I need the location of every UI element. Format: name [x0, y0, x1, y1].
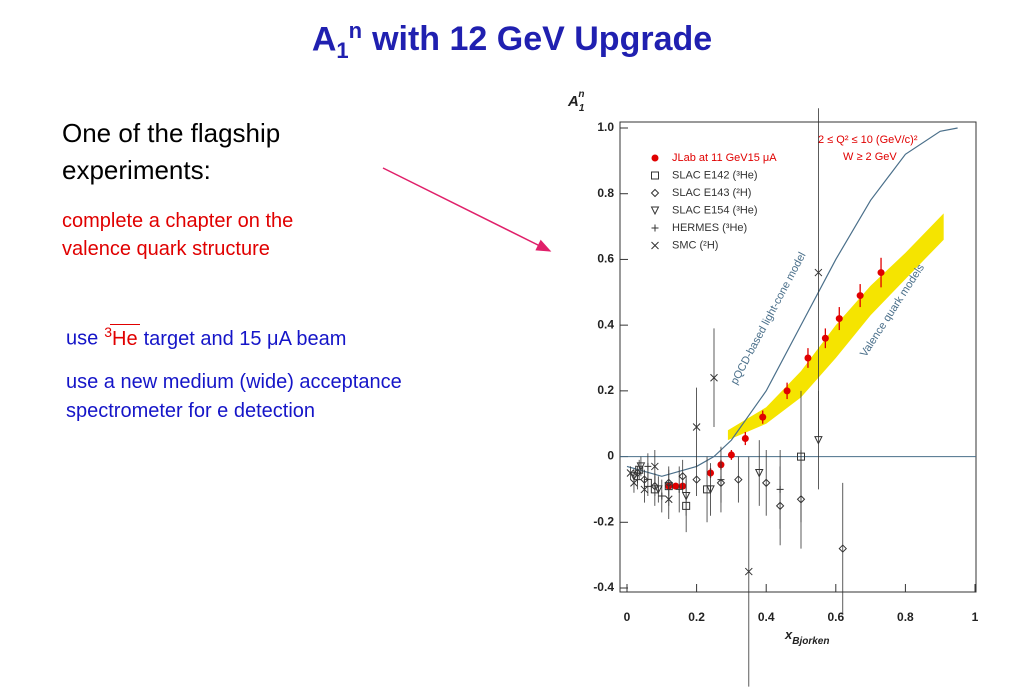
intro-line: experiments: [62, 155, 211, 185]
curve-label: pQCD-based light-cone model [729, 250, 809, 386]
data-point [877, 269, 885, 277]
data-point [682, 501, 691, 510]
data-point [706, 485, 715, 495]
data-point [814, 268, 823, 277]
x-label-base: x [784, 627, 793, 642]
slide-title: A1n with 12 GeV Upgrade [0, 18, 1024, 64]
data-point [776, 485, 784, 493]
data-point [835, 315, 843, 323]
data-point [664, 482, 673, 491]
legend-label: HERMES (³He) [672, 222, 747, 234]
data-point [727, 451, 735, 459]
y-tick-label: -0.2 [593, 514, 614, 528]
data-point [759, 413, 767, 421]
x-axis-label: xBjorken [784, 627, 829, 646]
setup-mass: 3 [104, 324, 113, 340]
y-label-sub: 1 [579, 103, 585, 114]
setup-pre: use [66, 327, 99, 350]
title-base: A [311, 20, 337, 59]
x-tick-label: 1 [972, 610, 979, 624]
legend-marker [651, 171, 659, 180]
legend-marker [651, 154, 659, 162]
data-point [734, 475, 743, 484]
plot-frame [619, 121, 977, 593]
legend-marker [650, 206, 660, 216]
detector-line: spectrometer for e detection [66, 400, 316, 422]
legend-label: JLab at 11 GeV15 μA [672, 152, 777, 164]
y-label-sup: n [578, 89, 584, 100]
y-axis-label: A1 n [567, 89, 585, 114]
data-point [754, 469, 764, 478]
data-point [640, 485, 649, 494]
data-point [675, 485, 683, 493]
data-point [744, 567, 753, 576]
legend-marker [650, 188, 660, 198]
goal-line: complete a chapter on the [62, 210, 294, 232]
setup-target: He [112, 327, 138, 350]
data-point [783, 387, 791, 395]
data-point [664, 495, 673, 504]
data-point [629, 472, 639, 481]
x-label-sub: Bjorken [792, 636, 829, 647]
data-point [797, 452, 805, 461]
data-point [741, 435, 749, 442]
intro-line: One of the flagship [62, 118, 281, 148]
data-point [761, 478, 771, 488]
data-point [710, 373, 718, 382]
setup-line: use 3He target and 15 μA beam [66, 324, 346, 351]
y-label-base: A [567, 93, 579, 110]
annotation: W ≥ 2 GeV [843, 151, 897, 163]
data-point [672, 482, 680, 490]
y-tick-label: 1.0 [597, 120, 614, 134]
legend-marker [651, 224, 659, 232]
annotation: 2 ≤ Q² ≤ 10 (GeV/c)² [818, 134, 918, 146]
y-tick-label: 0.2 [597, 383, 614, 397]
data-point [717, 476, 725, 484]
goal-line: valence quark structure [62, 238, 270, 260]
data-point [658, 492, 666, 500]
data-point [692, 475, 701, 484]
pointer-arrow [382, 167, 552, 252]
legend-label: SLAC E154 (³He) [672, 204, 758, 216]
y-tick-label: 0.8 [597, 186, 614, 200]
x-tick-label: 0.4 [758, 610, 775, 624]
y-tick-label: 0.6 [597, 252, 614, 266]
band [727, 213, 944, 441]
x-tick-label: 0.8 [897, 610, 914, 624]
title-sup: n [348, 18, 363, 43]
data-point [804, 354, 812, 362]
legend-label: SLAC E142 (³He) [672, 169, 758, 181]
title-rest: with 12 GeV Upgrade [372, 20, 713, 59]
data-point [650, 462, 659, 471]
data-point [626, 469, 635, 477]
legend-label: SLAC E143 (²H) [672, 187, 751, 199]
data-point [681, 492, 691, 501]
setup-post: target and 15 μA beam [143, 327, 347, 350]
detector-line: use a new medium (wide) acceptance [66, 371, 402, 393]
model-curve [626, 127, 958, 477]
x-tick-label: 0.2 [688, 610, 705, 624]
legend-marker [651, 241, 659, 250]
y-tick-label: 0.4 [597, 317, 614, 331]
data-point [678, 472, 687, 481]
data-point [796, 495, 806, 504]
data-point [650, 481, 660, 491]
data-point [838, 544, 847, 553]
data-point [821, 334, 829, 342]
data-point [636, 462, 646, 472]
data-point [644, 462, 652, 470]
data-point [692, 423, 701, 431]
x-tick-label: 0 [624, 610, 631, 624]
legend-label: SMC (²H) [672, 239, 718, 251]
y-tick-label: -0.4 [593, 580, 614, 594]
data-point [856, 292, 864, 300]
x-tick-label: 0.6 [827, 610, 844, 624]
data-point [654, 485, 663, 495]
title-sub: 1 [336, 38, 349, 64]
y-tick-label: 0 [607, 449, 614, 463]
data-point [630, 479, 638, 487]
